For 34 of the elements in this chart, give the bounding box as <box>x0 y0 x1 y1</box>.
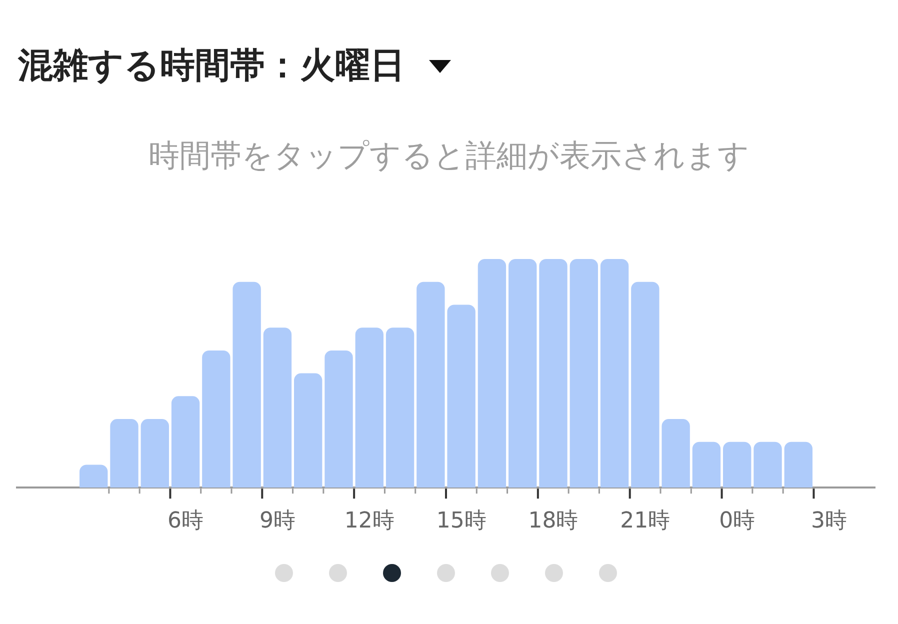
x-tick-label: 15時 <box>436 508 486 534</box>
bar <box>478 259 506 488</box>
x-tick-label: 0時 <box>719 508 756 534</box>
x-tick-label: 3時 <box>811 508 848 534</box>
bar <box>110 419 138 488</box>
bar <box>171 396 200 488</box>
bar <box>631 282 660 488</box>
bar <box>202 350 230 488</box>
bar <box>723 442 752 488</box>
bar <box>692 442 721 488</box>
chart-title: 混雑する時間帯：火曜日 <box>18 45 405 87</box>
bar <box>232 282 261 488</box>
x-tick-label: 9時 <box>259 508 296 534</box>
bar <box>447 304 476 488</box>
bar <box>263 328 292 488</box>
bar <box>386 328 414 488</box>
bar <box>754 442 782 488</box>
bar <box>784 442 812 488</box>
chart-subtitle: 時間帯をタップすると詳細が表示されます <box>148 137 750 175</box>
bar <box>508 259 537 488</box>
bar <box>539 259 568 488</box>
x-tick-label: 18時 <box>528 508 578 534</box>
x-tick-label: 21時 <box>620 508 670 534</box>
bar <box>140 419 169 488</box>
bar <box>600 259 629 488</box>
bar <box>294 373 322 488</box>
x-tick-label: 12時 <box>344 508 394 534</box>
bar <box>355 328 384 488</box>
bar <box>416 282 445 488</box>
bar <box>80 464 108 488</box>
x-tick-label: 6時 <box>168 508 204 534</box>
bar <box>324 350 353 488</box>
bar <box>662 419 690 488</box>
bar <box>570 259 598 488</box>
